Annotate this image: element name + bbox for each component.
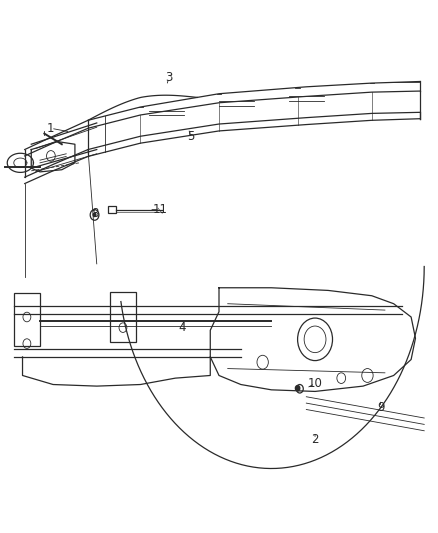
Circle shape (93, 213, 96, 216)
Text: 3: 3 (165, 71, 173, 84)
Bar (14, 293, 40, 346)
Text: 10: 10 (307, 377, 322, 390)
Text: 4: 4 (178, 321, 186, 334)
Text: 2: 2 (311, 433, 319, 446)
Text: 9: 9 (377, 401, 384, 414)
Text: 1: 1 (47, 122, 55, 135)
Bar (108, 206, 117, 213)
Text: 5: 5 (187, 130, 194, 143)
Circle shape (295, 385, 300, 391)
Text: 11: 11 (152, 203, 168, 216)
Bar (110, 292, 136, 342)
Text: 8: 8 (91, 207, 98, 220)
